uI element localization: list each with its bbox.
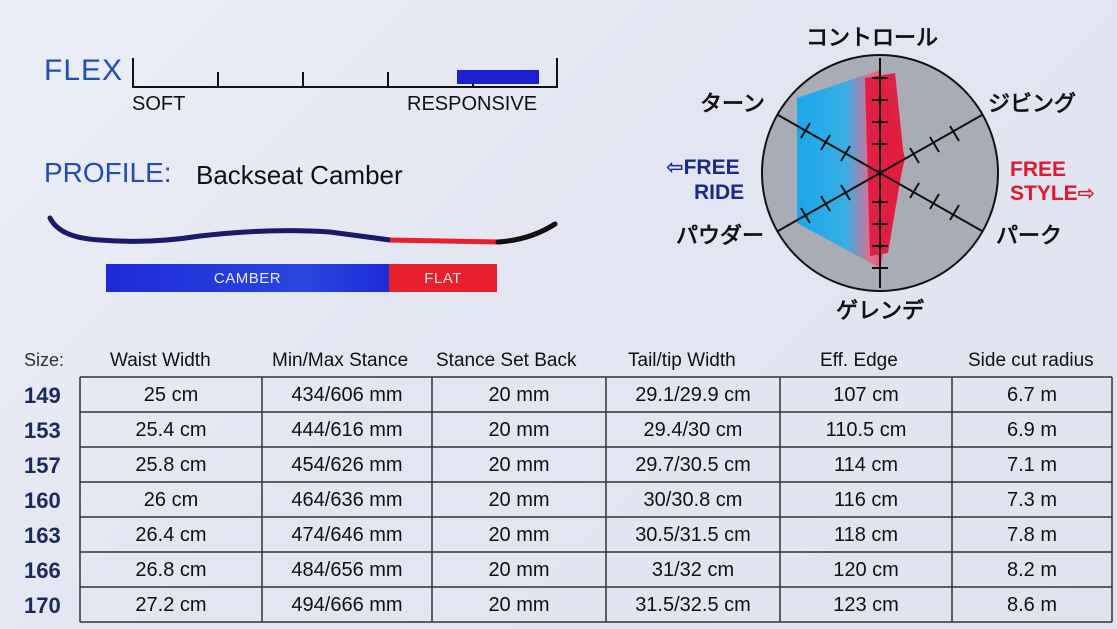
riding-style-radar xyxy=(761,54,999,292)
table-cell-radius: 8.2 m xyxy=(1006,559,1058,581)
radar-red-area xyxy=(865,73,904,256)
table-cell-edge: 114 cm xyxy=(833,454,899,476)
table-cell-radius: 7.1 m xyxy=(1006,454,1058,476)
table-cell-stance: 444/616 mm xyxy=(291,419,403,441)
free-ride-label: ⇦FREE RIDE xyxy=(666,155,744,205)
flex-scale-tick xyxy=(302,72,304,88)
flex-soft-label: SOFT xyxy=(132,93,186,115)
table-cell-radius: 6.9 m xyxy=(1006,419,1058,441)
radar-label-slope: ゲレンデ xyxy=(836,299,925,324)
flat-bar: FLAT xyxy=(389,264,497,292)
profile-value: Backseat Camber xyxy=(196,160,403,190)
col-header-size: Size: xyxy=(24,350,65,370)
free-style-line2: STYLE⇨ xyxy=(1010,182,1096,205)
flex-scale-start-tick xyxy=(132,58,134,88)
table-cell-stance: 434/606 mm xyxy=(291,384,403,406)
radar-label-jibbing: ジビング xyxy=(988,92,1077,117)
table-cell-tiptail: 29.4/30 cm xyxy=(643,419,743,441)
table-cell-stance: 484/656 mm xyxy=(291,559,403,581)
table-cell-radius: 6.7 m xyxy=(1006,384,1058,406)
col-header-stance: Min/Max Stance xyxy=(272,350,409,371)
row-size: 149 xyxy=(24,383,61,408)
table-cell-edge: 118 cm xyxy=(833,524,899,546)
table-cell-waist: 25.4 cm xyxy=(135,419,207,441)
table-cell-setback: 20 mm xyxy=(488,524,550,546)
table-cell-waist: 26.4 cm xyxy=(135,524,207,546)
free-ride-line1: ⇦FREE xyxy=(666,156,740,179)
table-cell-stance: 454/626 mm xyxy=(291,454,403,476)
col-header-tiptail: Tail/tip Width xyxy=(628,350,736,371)
radar-label-turn: ターン xyxy=(700,92,765,117)
flex-scale-end-tick xyxy=(556,58,558,88)
table-cell-waist: 26 cm xyxy=(143,489,199,511)
row-size: 153 xyxy=(24,418,61,443)
table-cell-setback: 20 mm xyxy=(488,419,550,441)
row-size: 163 xyxy=(24,523,61,548)
free-style-label: FREE STYLE⇨ xyxy=(1010,158,1095,206)
table-cell-setback: 20 mm xyxy=(488,454,550,476)
flex-scale xyxy=(132,58,558,88)
table-cell-edge: 120 cm xyxy=(833,559,899,581)
table-cell-tiptail: 30/30.8 cm xyxy=(643,489,743,511)
table-cell-waist: 26.8 cm xyxy=(135,559,207,581)
table-cell-edge: 116 cm xyxy=(833,489,899,511)
flex-scale-tick xyxy=(387,72,389,88)
table-cell-tiptail: 29.1/29.9 cm xyxy=(635,384,751,406)
flex-title: FLEX xyxy=(44,54,124,87)
free-style-line1: FREE xyxy=(1010,158,1067,181)
col-header-edge: Eff. Edge xyxy=(820,350,898,371)
table-cell-waist: 25 cm xyxy=(143,384,199,406)
row-size: 160 xyxy=(24,488,61,513)
table-cell-setback: 20 mm xyxy=(488,384,550,406)
row-size: 170 xyxy=(24,593,61,618)
radar-label-park: パーク xyxy=(996,224,1063,249)
table-cell-tiptail: 31/32 cm xyxy=(651,559,735,581)
table-cell-radius: 7.3 m xyxy=(1006,489,1058,511)
table-cell-tiptail: 29.7/30.5 cm xyxy=(635,454,751,476)
col-header-waist: Waist Width xyxy=(110,350,211,371)
radar-label-powder: パウダー xyxy=(676,224,765,249)
table-cell-setback: 20 mm xyxy=(488,559,550,581)
col-header-setback: Stance Set Back xyxy=(436,350,577,371)
table-cell-edge: 123 cm xyxy=(833,594,899,616)
table-cell-waist: 25.8 cm xyxy=(135,454,207,476)
table-cell-stance: 474/646 mm xyxy=(291,524,403,546)
table-cell-stance: 464/636 mm xyxy=(291,489,403,511)
col-header-radius: Side cut radius xyxy=(968,350,1094,371)
table-cell-radius: 8.6 m xyxy=(1006,594,1058,616)
board-profile-shape xyxy=(47,215,558,245)
flex-level-fill xyxy=(456,70,539,84)
camber-bar: CAMBER xyxy=(106,264,389,292)
table-cell-radius: 7.8 m xyxy=(1006,524,1058,546)
flex-scale-tick xyxy=(217,72,219,88)
flex-responsive-label: RESPONSIVE xyxy=(407,93,538,115)
table-cell-setback: 20 mm xyxy=(488,594,550,616)
table-cell-tiptail: 31.5/32.5 cm xyxy=(635,594,751,616)
flex-scale-baseline xyxy=(132,86,558,88)
table-cell-setback: 20 mm xyxy=(488,489,550,511)
table-cell-tiptail: 30.5/31.5 cm xyxy=(635,524,751,546)
table-cell-edge: 107 cm xyxy=(833,384,899,406)
profile-label: PROFILE: xyxy=(44,157,172,188)
row-size: 157 xyxy=(24,453,61,478)
free-ride-line2: RIDE xyxy=(694,181,745,204)
row-size: 166 xyxy=(24,558,61,583)
table-cell-edge: 110.5 cm xyxy=(825,419,907,441)
radar-label-control: コントロール xyxy=(806,26,939,51)
table-cell-waist: 27.2 cm xyxy=(135,594,207,616)
table-cell-stance: 494/666 mm xyxy=(291,594,403,616)
